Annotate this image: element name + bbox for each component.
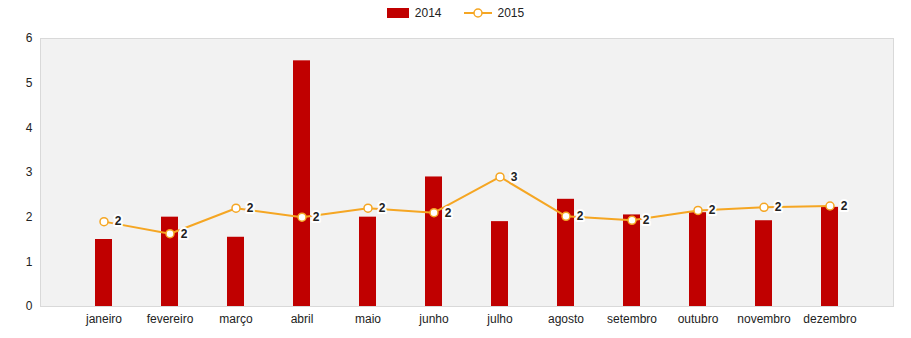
- svg-text:2: 2: [313, 210, 320, 224]
- svg-text:6: 6: [26, 31, 33, 45]
- svg-text:junho: junho: [418, 312, 449, 326]
- svg-text:4: 4: [26, 121, 33, 135]
- svg-text:abril: abril: [291, 312, 314, 326]
- svg-text:2: 2: [775, 200, 782, 214]
- svg-text:agosto: agosto: [548, 312, 584, 326]
- svg-text:3: 3: [26, 165, 33, 179]
- svg-text:5: 5: [26, 76, 33, 90]
- html-text:2014: 2014: [414, 6, 442, 20]
- svg-text:2: 2: [247, 201, 254, 215]
- svg-text:setembro: setembro: [607, 312, 657, 326]
- svg-text:2: 2: [115, 214, 122, 228]
- html-text:2015: 2015: [497, 6, 525, 20]
- svg-text:fevereiro: fevereiro: [147, 312, 194, 326]
- svg-text:outubro: outubro: [678, 312, 719, 326]
- svg-text:julho: julho: [486, 312, 513, 326]
- svg-text:1: 1: [26, 255, 33, 269]
- svg-text:dezembro: dezembro: [803, 312, 857, 326]
- svg-text:novembro: novembro: [737, 312, 791, 326]
- svg-text:0: 0: [26, 299, 33, 313]
- svg-text:2: 2: [379, 201, 386, 215]
- svg-text:2: 2: [445, 206, 452, 220]
- svg-text:2: 2: [181, 227, 188, 241]
- svg-text:3: 3: [511, 170, 518, 184]
- svg-text:2: 2: [841, 199, 848, 213]
- svg-text:2: 2: [577, 209, 584, 223]
- svg-text:2: 2: [643, 213, 650, 227]
- svg-text:março: março: [219, 312, 253, 326]
- svg-text:2: 2: [26, 210, 33, 224]
- svg-text:maio: maio: [355, 312, 381, 326]
- svg-text:janeiro: janeiro: [85, 312, 122, 326]
- svg-text:2: 2: [709, 203, 716, 217]
